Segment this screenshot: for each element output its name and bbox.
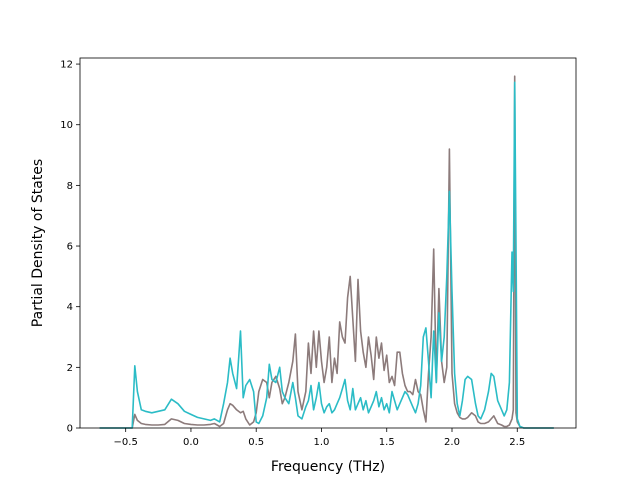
y-tick-label: 2: [67, 363, 73, 374]
y-axis-label: Partial Density of States: [30, 159, 46, 327]
y-tick-label: 0: [67, 424, 73, 435]
plot-frame: [79, 57, 577, 429]
y-tick-label: 4: [67, 302, 73, 313]
y-tick-label: 12: [60, 60, 73, 71]
y-tick-label: 8: [67, 181, 73, 192]
x-tick-label: 2.0: [444, 437, 460, 448]
y-tick-label: 10: [60, 120, 73, 131]
x-axis-ticks: −0.5 0.0 0.5 1.0 1.5 2.0 2.5: [114, 428, 525, 448]
series-layer: [99, 75, 554, 429]
x-tick-label: 0.5: [248, 437, 264, 448]
series-line-2: [99, 81, 554, 429]
series-line-1: [99, 75, 554, 429]
x-tick-label: 1.5: [379, 437, 395, 448]
x-axis-label: Frequency (THz): [271, 459, 385, 475]
x-tick-label: 2.5: [509, 437, 525, 448]
x-tick-label: 0.0: [183, 437, 199, 448]
x-tick-label: −0.5: [114, 437, 138, 448]
plot-background: [80, 58, 576, 428]
y-tick-label: 6: [67, 242, 73, 253]
y-axis-ticks: 0 2 4 6 8 10 12: [60, 60, 80, 435]
x-tick-label: 1.0: [314, 437, 330, 448]
